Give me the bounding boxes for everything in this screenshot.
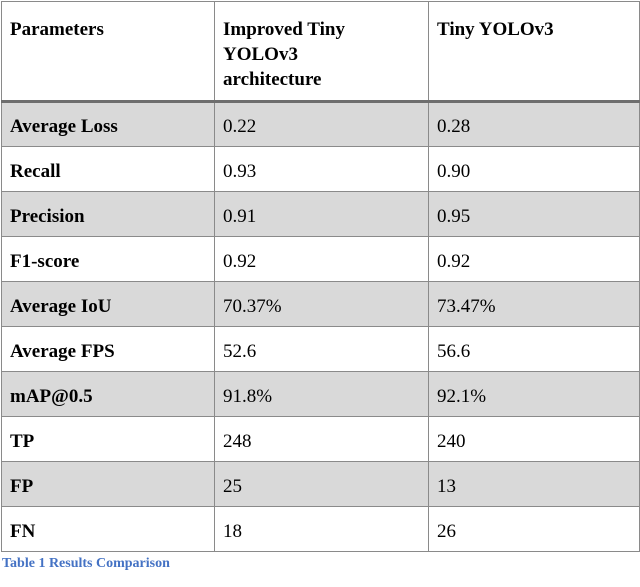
table-row: TP 248 240 (1, 416, 640, 462)
cell-value: 0.92 (428, 236, 640, 282)
table-row: FN 18 26 (1, 506, 640, 552)
cell-value: 0.91 (214, 191, 429, 237)
header-row: Parameters Improved Tiny YOLOv3 architec… (1, 1, 640, 103)
cell-value: 56.6 (428, 326, 640, 372)
table-header: Parameters Improved Tiny YOLOv3 architec… (1, 1, 640, 103)
row-label: Average Loss (1, 101, 215, 147)
cell-value: 52.6 (214, 326, 429, 372)
table-row: F1-score 0.92 0.92 (1, 236, 640, 282)
cell-value: 248 (214, 416, 429, 462)
cell-value: 91.8% (214, 371, 429, 417)
column-header-improved-tiny-yolov3: Improved Tiny YOLOv3 architecture (214, 1, 429, 103)
table-row: Precision 0.91 0.95 (1, 191, 640, 237)
table-row: Average IoU 70.37% 73.47% (1, 281, 640, 327)
table-row: Recall 0.93 0.90 (1, 146, 640, 192)
table-row: FP 25 13 (1, 461, 640, 507)
cell-value: 92.1% (428, 371, 640, 417)
table-caption: Table 1 Results Comparison (2, 556, 170, 571)
cell-value: 0.92 (214, 236, 429, 282)
results-table: Parameters Improved Tiny YOLOv3 architec… (1, 1, 640, 552)
cell-value: 13 (428, 461, 640, 507)
row-label: Precision (1, 191, 215, 237)
cell-value: 0.90 (428, 146, 640, 192)
column-header-label: Tiny YOLOv3 (437, 19, 554, 40)
row-label: Average FPS (1, 326, 215, 372)
row-label: Average IoU (1, 281, 215, 327)
cell-value: 70.37% (214, 281, 429, 327)
row-label: Recall (1, 146, 215, 192)
cell-value: 18 (214, 506, 429, 552)
cell-value: 0.93 (214, 146, 429, 192)
table-body: Average Loss 0.22 0.28 Recall 0.93 0.90 … (1, 101, 640, 552)
column-header-parameters: Parameters (1, 1, 215, 103)
cell-value: 240 (428, 416, 640, 462)
row-label: F1-score (1, 236, 215, 282)
column-header-label: Parameters (10, 19, 104, 40)
table-row: Average FPS 52.6 56.6 (1, 326, 640, 372)
table-row: mAP@0.5 91.8% 92.1% (1, 371, 640, 417)
row-label: TP (1, 416, 215, 462)
cell-value: 0.28 (428, 101, 640, 147)
cell-value: 25 (214, 461, 429, 507)
column-header-label: Improved Tiny YOLOv3 architecture (223, 19, 345, 91)
cell-value: 0.95 (428, 191, 640, 237)
row-label: FP (1, 461, 215, 507)
cell-value: 0.22 (214, 101, 429, 147)
row-label: mAP@0.5 (1, 371, 215, 417)
cell-value: 73.47% (428, 281, 640, 327)
row-label: FN (1, 506, 215, 552)
table-row: Average Loss 0.22 0.28 (1, 101, 640, 147)
column-header-tiny-yolov3: Tiny YOLOv3 (428, 1, 640, 103)
cell-value: 26 (428, 506, 640, 552)
